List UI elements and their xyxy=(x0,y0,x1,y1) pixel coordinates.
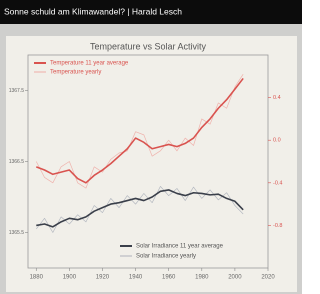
y2-tick-label: -0.4 xyxy=(273,180,282,186)
y2-tick-label: 0.4 xyxy=(273,95,281,101)
x-tick-label: 2020 xyxy=(261,275,275,281)
x-tick-label: 2000 xyxy=(228,275,242,281)
chart-title: Temperature vs Solar Activity xyxy=(90,41,207,51)
video-title: Sonne schuld am Klimawandel? | Harald Le… xyxy=(4,6,182,16)
x-tick-label: 1960 xyxy=(162,275,176,281)
screenshot: Sonne schuld am Klimawandel? | Harald Le… xyxy=(0,0,302,294)
y2-tick-label: -0.8 xyxy=(273,223,282,229)
x-tick-label: 1940 xyxy=(129,275,143,281)
legend-label: Solar Irradiance 11 year average xyxy=(136,244,224,250)
y2-tick-label: 0.0 xyxy=(273,138,281,144)
y-tick-label: 1366.5 xyxy=(9,159,25,165)
x-tick-label: 1900 xyxy=(63,275,77,281)
legend-label: Temperature 11 year average xyxy=(50,61,129,67)
x-tick-label: 1920 xyxy=(96,275,110,281)
legend-label: Temperature yearly xyxy=(50,70,101,76)
y-tick-label: 1367.5 xyxy=(9,88,25,94)
y-tick-label: 1365.5 xyxy=(9,230,25,236)
x-tick-label: 1980 xyxy=(195,275,209,281)
x-tick-label: 1880 xyxy=(30,275,44,281)
legend-label: Solar Irradiance yearly xyxy=(136,254,196,260)
